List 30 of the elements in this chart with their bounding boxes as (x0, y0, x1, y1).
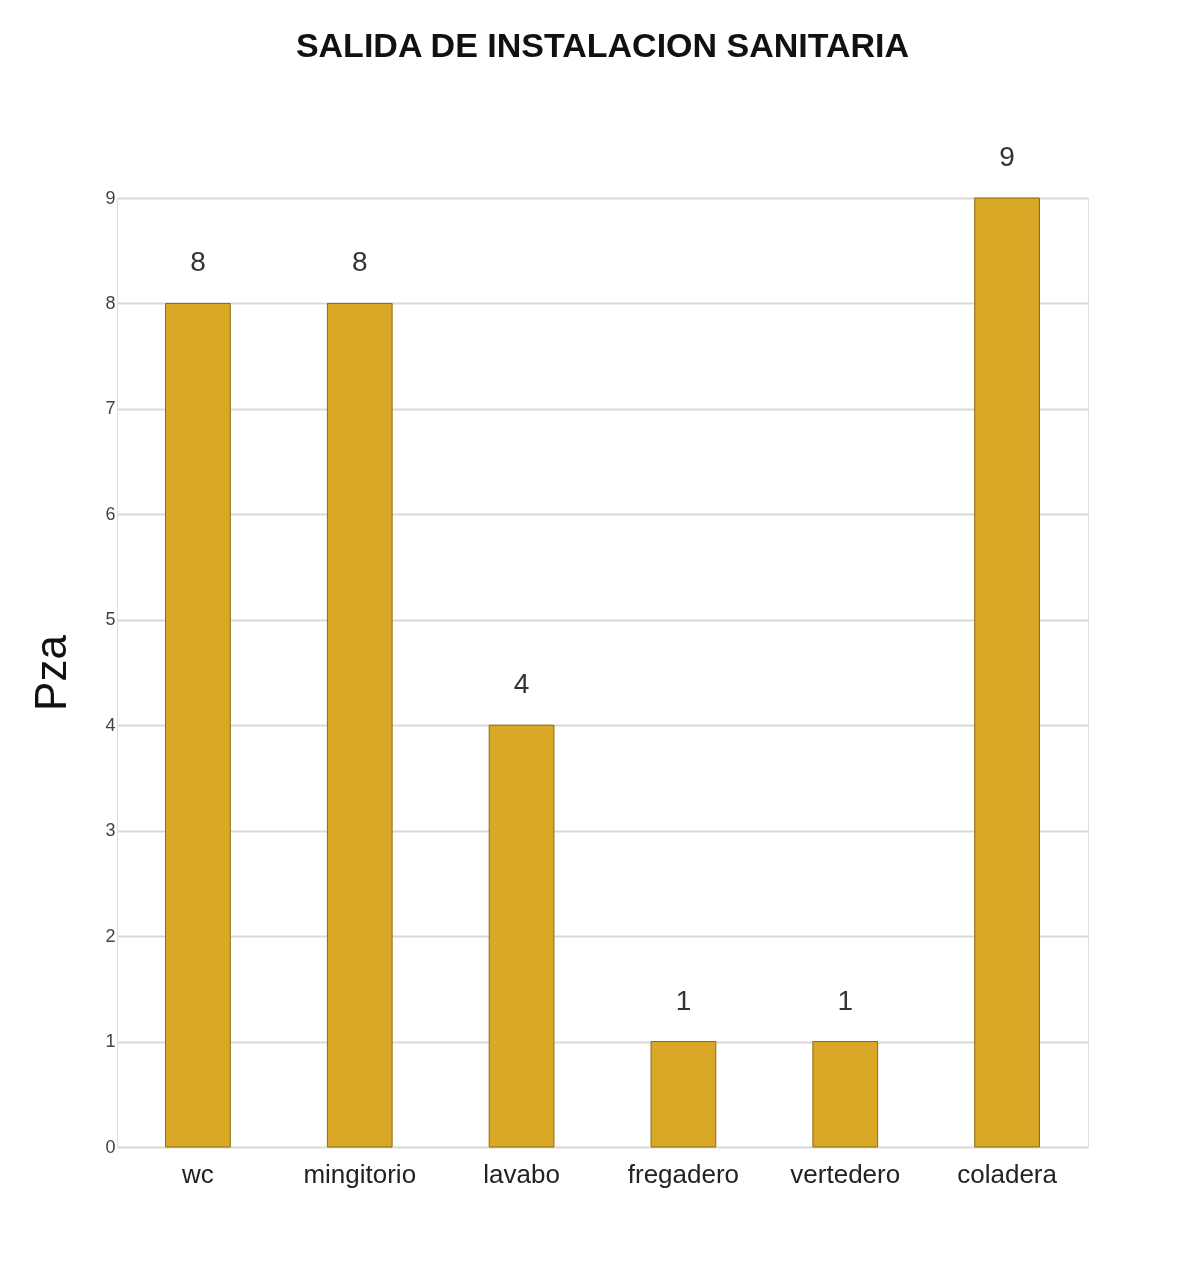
chart-title: SALIDA DE INSTALACION SANITARIA (295, 26, 910, 64)
y-tick-label: 4 (105, 714, 116, 735)
x-tick-label: mingitorio (303, 1158, 417, 1189)
data-label: 9 (999, 141, 1015, 172)
y-axis-title: Pza (26, 634, 76, 711)
x-tick-label: lavabo (483, 1158, 560, 1189)
x-tick-label: wc (181, 1158, 214, 1189)
y-tick-label: 8 (105, 292, 116, 313)
data-label: 1 (675, 984, 692, 1016)
y-tick-label: 6 (105, 503, 116, 524)
x-tick-label: vertedero (790, 1158, 901, 1189)
bar (812, 1041, 879, 1148)
bar (326, 302, 393, 1148)
bar (488, 724, 555, 1148)
x-tick-label: fregadero (627, 1158, 740, 1189)
y-tick-label: 3 (105, 820, 116, 841)
y-tick-label: 9 (105, 187, 116, 208)
y-tick-label: 2 (105, 925, 116, 946)
data-label: 1 (837, 984, 854, 1016)
data-label: 8 (351, 246, 368, 278)
bar (650, 1041, 717, 1148)
data-label: 8 (190, 246, 206, 278)
y-tick-label: 0 (105, 1136, 116, 1157)
bar (165, 302, 231, 1148)
data-label: 4 (513, 668, 530, 700)
y-tick-label: 7 (105, 398, 116, 419)
x-tick-label: coladera (957, 1158, 1058, 1189)
y-tick-label: 5 (105, 609, 116, 630)
y-tick-label: 1 (105, 1031, 116, 1052)
bar (974, 197, 1040, 1148)
